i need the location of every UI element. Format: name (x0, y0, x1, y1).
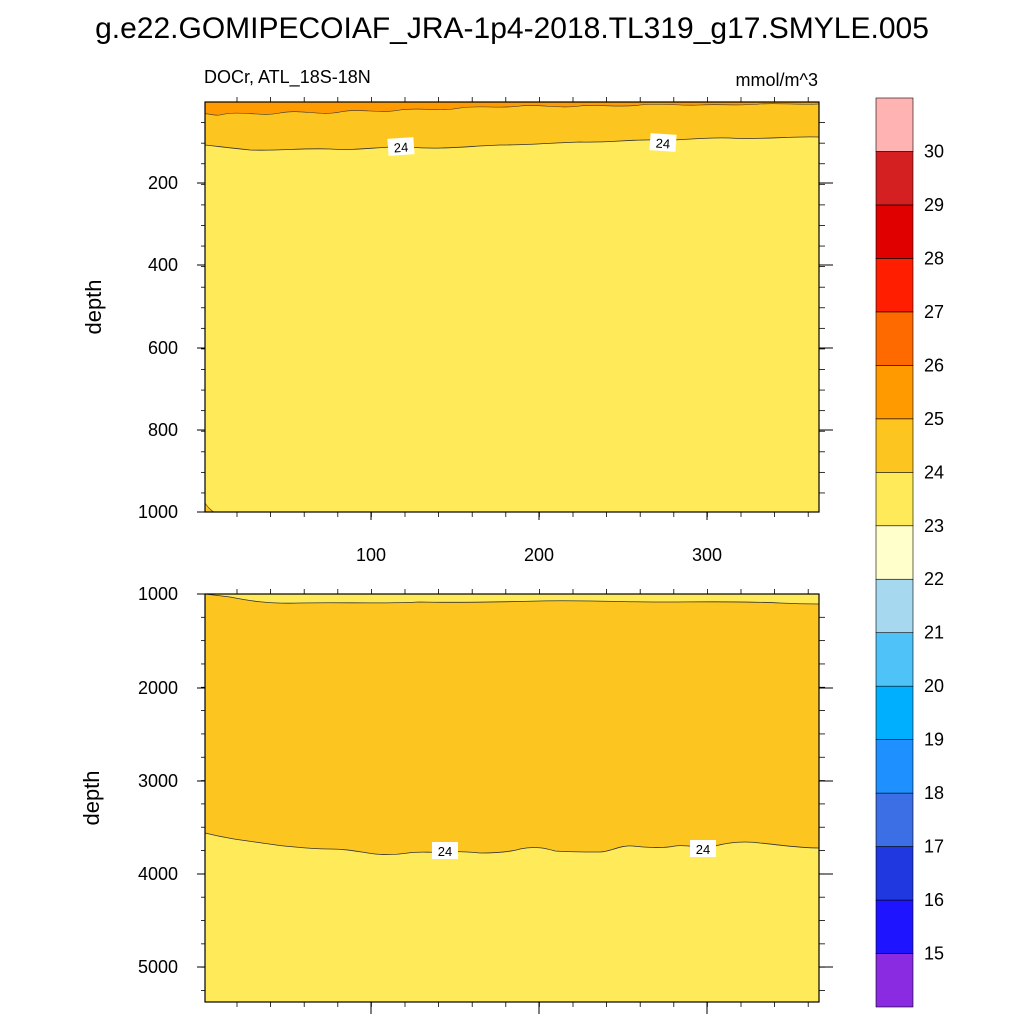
svg-text:24: 24 (393, 140, 408, 156)
colorbar-swatch (875, 471, 914, 527)
upper-x-tick-label: 100 (356, 545, 386, 565)
upper-contour-label: 24 (649, 133, 677, 152)
lower-y-tick-label: 1000 (138, 584, 178, 604)
colorbar-swatch (875, 311, 914, 366)
colorbar-swatch (875, 525, 914, 580)
colorbar-swatch (875, 204, 914, 259)
colorbar-label: 26 (924, 355, 944, 375)
lower-y-axis-label: depth (79, 770, 104, 825)
lower-fill-24-25 (204, 593, 820, 855)
upper-y-axis-label: depth (81, 279, 106, 334)
colorbar-label: 19 (924, 730, 944, 750)
colorbar-swatch (875, 258, 914, 313)
colorbar-label: 29 (924, 195, 944, 215)
colorbar-swatch (875, 151, 914, 206)
colorbar-swatch (875, 739, 914, 794)
colorbar-swatch (875, 97, 914, 152)
upper-y-tick-label: 200 (148, 173, 178, 193)
upper-contour-label: 24 (387, 137, 415, 156)
colorbar-label: 21 (924, 623, 944, 643)
colorbar-label: 28 (924, 248, 944, 268)
colorbar-label: 30 (924, 141, 944, 161)
colorbar-label: 22 (924, 569, 944, 589)
colorbar-label: 24 (924, 462, 944, 482)
colorbar-swatch (875, 899, 914, 954)
upper-x-tick-label: 200 (524, 545, 554, 565)
upper-fill-25-26 (204, 101, 820, 116)
lower-frame (204, 593, 820, 1003)
lower-y-tick-label: 4000 (138, 864, 178, 884)
svg-text:24: 24 (655, 136, 670, 152)
upper-fill-23-24 (205, 102, 819, 512)
colorbar-label: 18 (924, 783, 944, 803)
svg-text:24: 24 (696, 842, 710, 857)
lower-panel: 1000 2000 3000 4000 5000 depth 24 24 (79, 584, 833, 1014)
lower-y-tick-label: 2000 (138, 678, 178, 698)
upper-x-tick-label: 300 (692, 545, 722, 565)
colorbar-label: 17 (924, 837, 944, 857)
colorbar-label: 15 (924, 944, 944, 964)
figure-title: g.e22.GOMIPECOIAF_JRA-1p4-2018.TL319_g17… (95, 12, 929, 45)
colorbar-swatch (875, 792, 914, 847)
lower-y-tick-label: 3000 (138, 771, 178, 791)
units-subtitle: mmol/m^3 (736, 70, 818, 90)
lower-y-tick-label: 5000 (138, 957, 178, 977)
colorbar-swatch (875, 846, 914, 901)
svg-text:24: 24 (438, 844, 452, 859)
upper-y-tick-label: 600 (148, 338, 178, 358)
lower-contour-label: 24 (690, 840, 716, 857)
lower-contour-label: 24 (432, 842, 458, 859)
colorbar-label: 16 (924, 890, 944, 910)
colorbar-swatch (875, 578, 914, 634)
colorbar-label: 20 (924, 676, 944, 696)
upper-y-tick-label: 800 (148, 420, 178, 440)
colorbar-swatch (875, 632, 914, 687)
upper-y-tick-label: 1000 (138, 502, 178, 522)
upper-panel: DOCr, ATL_18S-18N mmol/m^3 100 200 300 2… (81, 67, 833, 565)
colorbar-label: 23 (924, 516, 944, 536)
colorbar-label: 27 (924, 302, 944, 322)
colorbar-swatch (875, 365, 914, 420)
upper-y-tick-label: 400 (148, 255, 178, 275)
left-subtitle: DOCr, ATL_18S-18N (204, 67, 371, 88)
colorbar-swatch (875, 685, 914, 740)
colorbar-label: 25 (924, 409, 944, 429)
colorbar: 15 16 17 18 19 20 21 22 23 24 25 26 27 28 29 30 (875, 97, 944, 1008)
colorbar-swatch (875, 418, 914, 473)
upper-minor-ticks (201, 97, 825, 517)
colorbar-swatch (875, 953, 914, 1008)
upper-frame (204, 101, 820, 513)
